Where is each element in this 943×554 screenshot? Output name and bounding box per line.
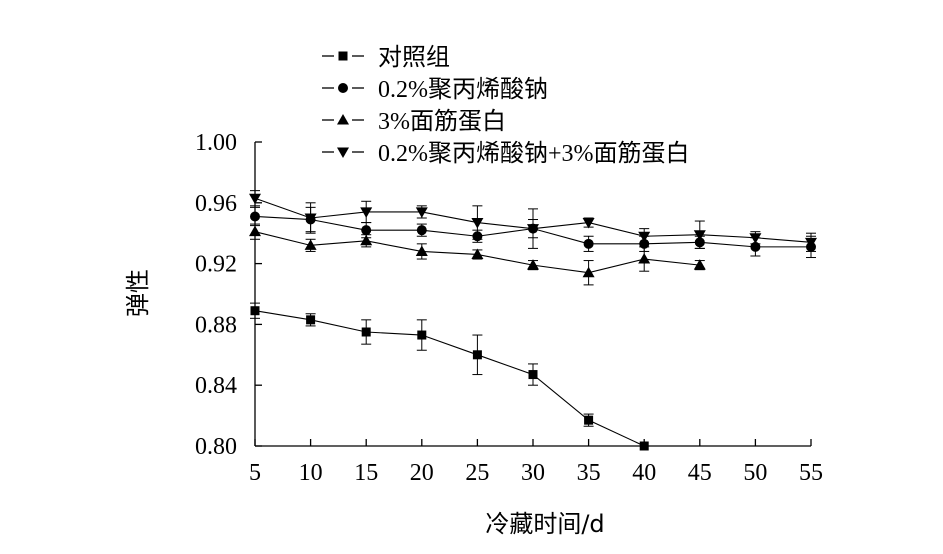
- data-point: [805, 237, 817, 249]
- data-point: [417, 330, 427, 340]
- y-tick-label: 0.80: [195, 434, 237, 460]
- x-tick-label: 25: [465, 460, 489, 486]
- y-ticks: 0.80 0.84 0.88 0.92 0.96 1.00: [195, 130, 262, 460]
- data-point: [250, 306, 260, 316]
- data-point: [638, 253, 651, 264]
- y-axis-title: 弹性: [124, 269, 152, 317]
- series-group: [249, 190, 817, 451]
- x-tick-label: 10: [299, 460, 323, 486]
- legend-item: 0.2%聚丙烯酸钠+3%面筋蛋白: [322, 140, 690, 167]
- data-point: [360, 234, 373, 246]
- data-point: [415, 245, 428, 256]
- x-tick-label: 5: [249, 460, 261, 486]
- data-point: [250, 211, 260, 222]
- data-point: [584, 415, 594, 425]
- y-tick-label: 0.96: [195, 191, 237, 217]
- data-point: [582, 218, 595, 229]
- x-tick-label: 30: [521, 460, 545, 486]
- data-point: [415, 207, 428, 218]
- y-tick-label: 0.92: [195, 252, 237, 278]
- data-point: [306, 315, 316, 325]
- y-tick-label: 1.00: [195, 130, 237, 156]
- data-point: [750, 241, 761, 252]
- y-tick-label: 0.84: [195, 373, 237, 399]
- x-tick-label: 20: [410, 460, 434, 486]
- data-point: [582, 266, 595, 278]
- legend-item: 3%面筋蛋白: [322, 108, 506, 135]
- series-4: [249, 190, 817, 252]
- series-3: [249, 223, 706, 286]
- legend-label: 0.2%聚丙烯酸钠+3%面筋蛋白: [378, 140, 690, 167]
- data-point: [471, 248, 484, 259]
- legend-marker: [337, 147, 349, 158]
- x-ticks: 5 10 15 20 25 30 35 40 45 50 55: [249, 439, 823, 486]
- legend-marker: [337, 114, 349, 125]
- axes: [254, 142, 811, 447]
- data-point: [583, 238, 594, 249]
- x-tick-label: 45: [688, 460, 712, 486]
- x-tick-label: 40: [632, 460, 656, 486]
- legend: 对照组 0.2%聚丙烯酸钠 3%面筋蛋白 0.2%聚丙烯酸钠+3%面筋蛋白: [322, 44, 690, 167]
- data-point: [527, 259, 539, 270]
- data-point: [749, 233, 762, 244]
- data-point: [693, 259, 706, 270]
- legend-marker: [338, 83, 348, 93]
- data-point: [528, 370, 538, 380]
- x-tick-label: 55: [799, 460, 823, 486]
- data-point: [639, 441, 649, 451]
- data-point: [471, 218, 484, 229]
- data-point: [249, 225, 261, 237]
- legend-label: 3%面筋蛋白: [378, 108, 506, 135]
- series-line: [254, 310, 645, 447]
- legend-item: 0.2%聚丙烯酸钠: [322, 76, 548, 103]
- data-point: [472, 350, 482, 360]
- x-tick-label: 15: [354, 460, 378, 486]
- data-point: [638, 231, 651, 243]
- data-point: [361, 327, 371, 337]
- data-point: [693, 230, 706, 241]
- data-point: [416, 225, 427, 236]
- data-point: [527, 224, 539, 235]
- x-tick-label: 35: [577, 460, 601, 486]
- x-axis-title: 冷藏时间/d: [485, 510, 604, 538]
- data-point: [304, 239, 317, 250]
- data-point: [304, 213, 317, 224]
- legend-label: 0.2%聚丙烯酸钠: [378, 76, 548, 103]
- legend-marker: [338, 51, 348, 61]
- data-point: [361, 225, 372, 236]
- legend-label: 对照组: [378, 44, 450, 71]
- data-point: [360, 207, 373, 218]
- legend-item: 对照组: [322, 44, 450, 71]
- x-tick-label: 50: [743, 460, 767, 486]
- y-tick-label: 0.88: [195, 312, 237, 338]
- data-point: [249, 193, 261, 205]
- series-1: [250, 302, 649, 451]
